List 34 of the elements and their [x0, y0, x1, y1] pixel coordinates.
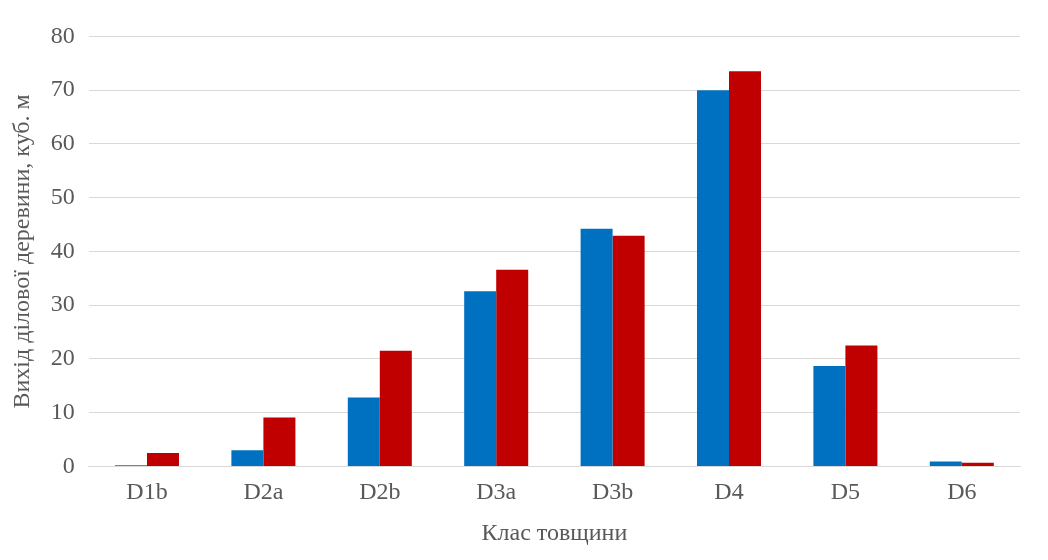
- bar: [929, 461, 962, 466]
- bar: [147, 452, 180, 466]
- y-tick-label: 70: [50, 75, 75, 102]
- bar: [961, 462, 994, 466]
- x-tick-label: D2b: [359, 478, 401, 505]
- y-tick-label: 10: [50, 397, 75, 424]
- x-axis-title: Клас товщини: [481, 518, 628, 545]
- x-tick-label: D4: [714, 478, 744, 505]
- bar: [845, 345, 878, 466]
- y-tick-label: 20: [50, 344, 75, 371]
- x-tick-label: D3b: [591, 478, 634, 505]
- bar: [263, 417, 296, 466]
- bar: [347, 397, 380, 466]
- bar: [729, 71, 762, 466]
- bar: [231, 450, 264, 466]
- bar: [379, 350, 412, 466]
- x-tick-label: D1b: [126, 478, 168, 505]
- y-tick-label: 80: [50, 21, 75, 48]
- bar: [696, 90, 729, 466]
- x-tick-label: D2a: [243, 478, 284, 505]
- x-tick-label: D6: [947, 478, 977, 505]
- y-tick-label: 0: [62, 451, 75, 478]
- y-tick-label: 50: [50, 182, 75, 209]
- x-tick-label: D3a: [476, 478, 517, 505]
- bar: [496, 269, 529, 466]
- y-tick-label: 60: [50, 129, 75, 156]
- bar: [464, 291, 497, 466]
- x-tick-label: D5: [830, 478, 861, 505]
- y-tick-label: 40: [50, 236, 75, 263]
- bar: [580, 228, 613, 466]
- y-axis-title: Вихід ділової деревини, куб. м: [7, 94, 34, 409]
- bar: [813, 365, 846, 466]
- bar: [612, 235, 645, 466]
- y-tick-label: 30: [50, 290, 75, 317]
